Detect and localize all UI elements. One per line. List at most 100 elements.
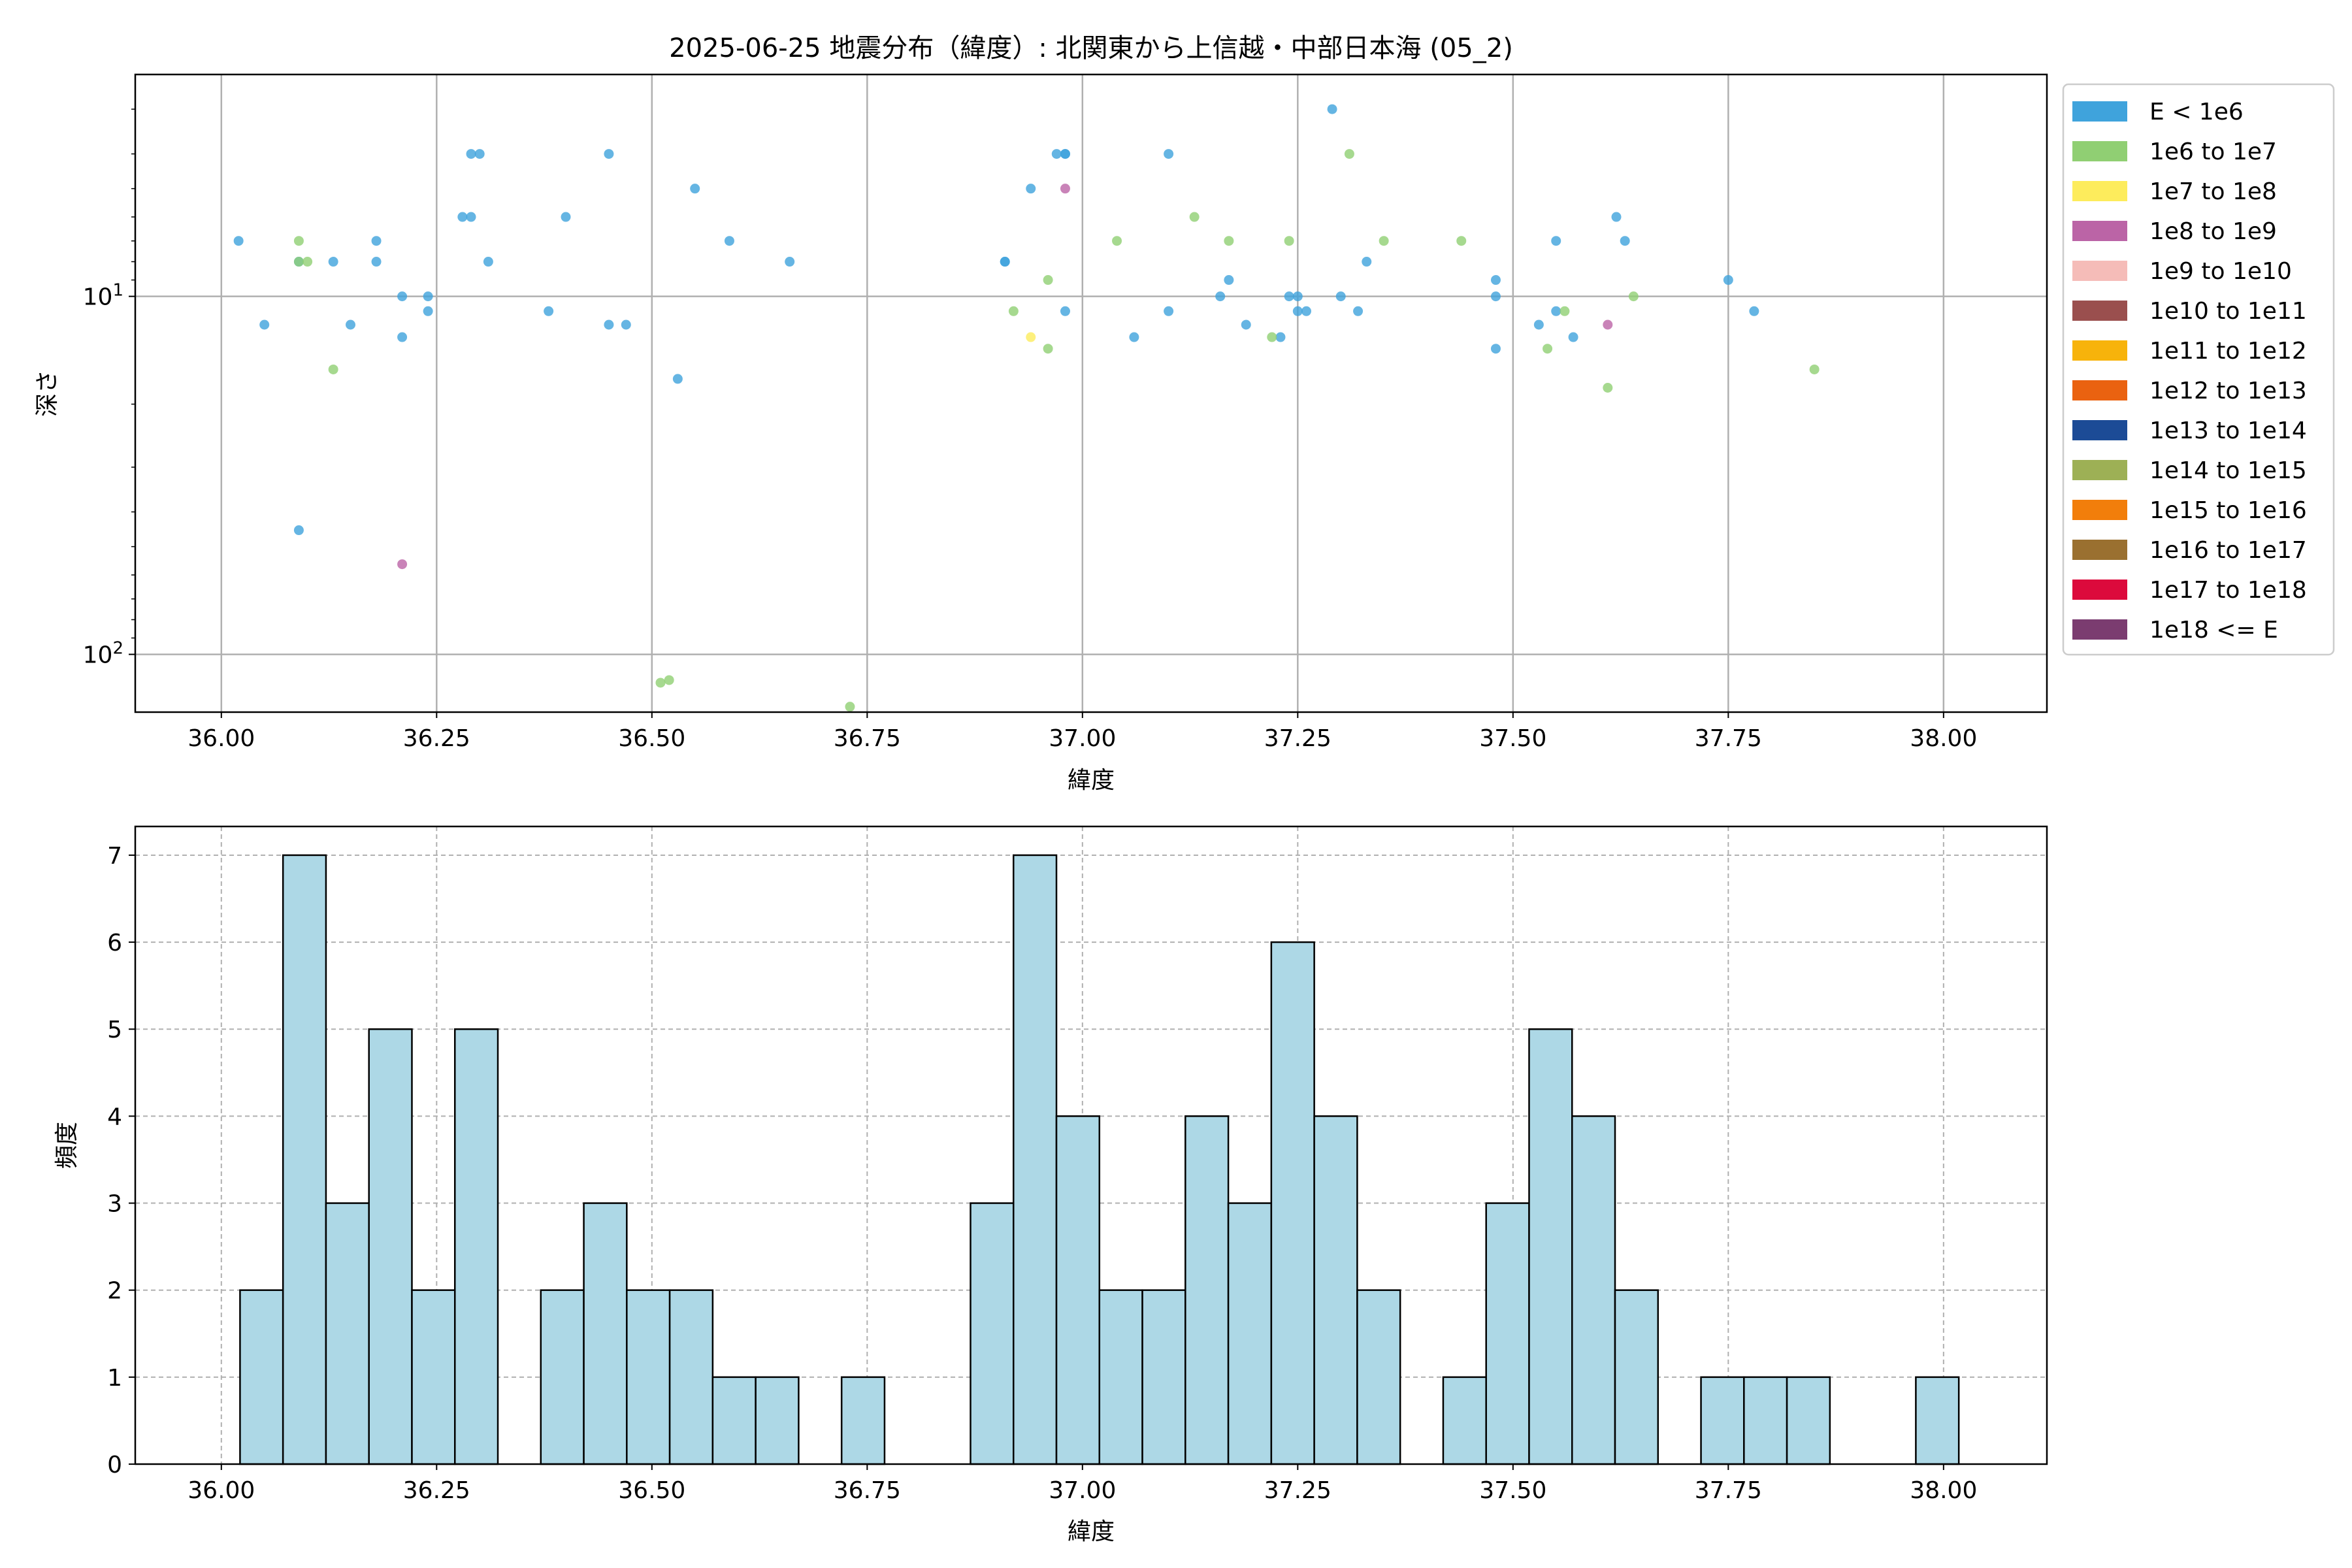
histogram-bars: [239, 854, 1960, 1465]
chart-title: 2025-06-25 地震分布（緯度）: 北関東から上信越・中部日本海 (05_…: [669, 33, 1513, 63]
legend-label: 1e9 to 1e10: [2149, 258, 2292, 285]
scatter-y-axis-label: 深さ: [34, 370, 61, 417]
scatter-x-tick-label: 37.75: [1695, 725, 1762, 752]
scatter-point: [1723, 275, 1733, 286]
scatter-point: [259, 319, 270, 330]
scatter-x-tick-label: 38.00: [1910, 725, 1977, 752]
legend-label: 1e17 to 1e18: [2149, 577, 2307, 604]
legend-swatch: [2072, 340, 2127, 361]
scatter-panel: 2025-06-25 地震分布（緯度）: 北関東から上信越・中部日本海 (05_…: [34, 33, 2335, 794]
legend-label: 1e15 to 1e16: [2149, 497, 2307, 524]
scatter-point: [371, 236, 382, 246]
legend-swatch: [2072, 380, 2127, 400]
histogram-y-tick-label: 2: [107, 1278, 122, 1305]
scatter-point: [1043, 275, 1053, 286]
legend-swatch: [2072, 181, 2127, 201]
histogram-bar: [1571, 1115, 1616, 1465]
legend-swatch: [2072, 420, 2127, 440]
histogram-bar: [453, 1028, 499, 1465]
scatter-point: [1327, 104, 1337, 114]
legend-label: E < 1e6: [2149, 99, 2244, 125]
histogram-bar: [755, 1376, 800, 1465]
scatter-point: [1284, 236, 1294, 246]
histogram-bar: [1270, 941, 1315, 1465]
scatter-point: [785, 257, 795, 267]
scatter-point: [1749, 306, 1759, 316]
legend-swatch: [2072, 101, 2127, 122]
scatter-point: [1560, 306, 1570, 316]
histogram-bar: [840, 1376, 886, 1465]
scatter-point: [483, 257, 493, 267]
scatter-point: [293, 525, 304, 536]
histogram-x-tick-label: 37.75: [1695, 1477, 1762, 1504]
scatter-point: [1284, 291, 1294, 302]
scatter-point: [1543, 344, 1553, 354]
scatter-point: [655, 678, 666, 688]
scatter-point: [1164, 306, 1174, 316]
scatter-plot-frame: [134, 73, 2048, 713]
legend-label: 1e10 to 1e11: [2149, 298, 2307, 325]
scatter-point: [1335, 291, 1346, 302]
scatter-point: [293, 236, 304, 246]
scatter-point: [423, 291, 433, 302]
scatter-point: [672, 374, 683, 384]
histogram-bar: [1485, 1202, 1530, 1465]
scatter-point: [1379, 236, 1389, 246]
histogram-x-ticks: 36.00 36.25 36.50 36.75 37.00 37.25 37.50 37.75…: [188, 1464, 1977, 1504]
scatter-point: [1215, 291, 1226, 302]
histogram-bar: [411, 1289, 456, 1465]
histogram-x-axis-label: 緯度: [1068, 1518, 1115, 1545]
scatter-point: [1008, 306, 1019, 316]
legend-label: 1e7 to 1e8: [2149, 178, 2277, 205]
legend-label: 1e6 to 1e7: [2149, 139, 2277, 165]
scatter-x-tick-label: 37.25: [1264, 725, 1331, 752]
histogram-y-tick-label: 6: [107, 930, 122, 956]
histogram-bar: [1528, 1028, 1573, 1465]
scatter-point: [724, 236, 734, 246]
scatter-point: [1275, 332, 1286, 342]
scatter-point: [346, 319, 356, 330]
histogram-bar: [1055, 1115, 1101, 1465]
legend-label: 1e12 to 1e13: [2149, 378, 2307, 404]
scatter-point: [544, 306, 554, 316]
histogram-x-tick-label: 36.25: [403, 1477, 470, 1504]
histogram-x-tick-label: 38.00: [1910, 1477, 1977, 1504]
scatter-point: [1301, 306, 1312, 316]
scatter-point: [1224, 236, 1234, 246]
histogram-bar: [711, 1376, 757, 1465]
histogram-y-tick-label: 1: [107, 1365, 122, 1392]
scatter-point: [1551, 306, 1561, 316]
scatter-point: [845, 702, 855, 712]
legend-swatch: [2072, 460, 2127, 480]
scatter-point: [397, 291, 408, 302]
scatter-gridlines: [135, 74, 2047, 712]
histogram-bar: [1313, 1115, 1358, 1465]
scatter-point: [457, 212, 468, 222]
scatter-point: [1568, 332, 1578, 342]
scatter-point: [328, 364, 338, 374]
scatter-point: [1344, 149, 1354, 159]
scatter-point: [604, 149, 614, 159]
histogram-y-tick-label: 3: [107, 1191, 122, 1218]
histogram-y-tick-label: 7: [107, 843, 122, 870]
scatter-point: [423, 306, 433, 316]
scatter-point: [293, 257, 304, 267]
scatter-x-tick-label: 36.25: [403, 725, 470, 752]
scatter-point: [1129, 332, 1139, 342]
legend-label: 1e11 to 1e12: [2149, 338, 2307, 365]
scatter-point: [1060, 184, 1070, 194]
scatter-point: [1490, 291, 1501, 302]
histogram-bar: [583, 1202, 628, 1465]
scatter-point: [1241, 319, 1251, 330]
scatter-point: [397, 559, 408, 570]
histogram-bar: [1227, 1202, 1273, 1465]
scatter-point: [1490, 275, 1501, 286]
histogram-bar: [1743, 1376, 1788, 1465]
histogram-bar: [1141, 1289, 1186, 1465]
scatter-point: [1620, 236, 1630, 246]
scatter-point: [664, 675, 674, 685]
legend-label: 1e8 to 1e9: [2149, 218, 2277, 245]
histogram-x-tick-label: 37.50: [1479, 1477, 1546, 1504]
histogram-y-axis-label: 頻度: [54, 1122, 80, 1169]
